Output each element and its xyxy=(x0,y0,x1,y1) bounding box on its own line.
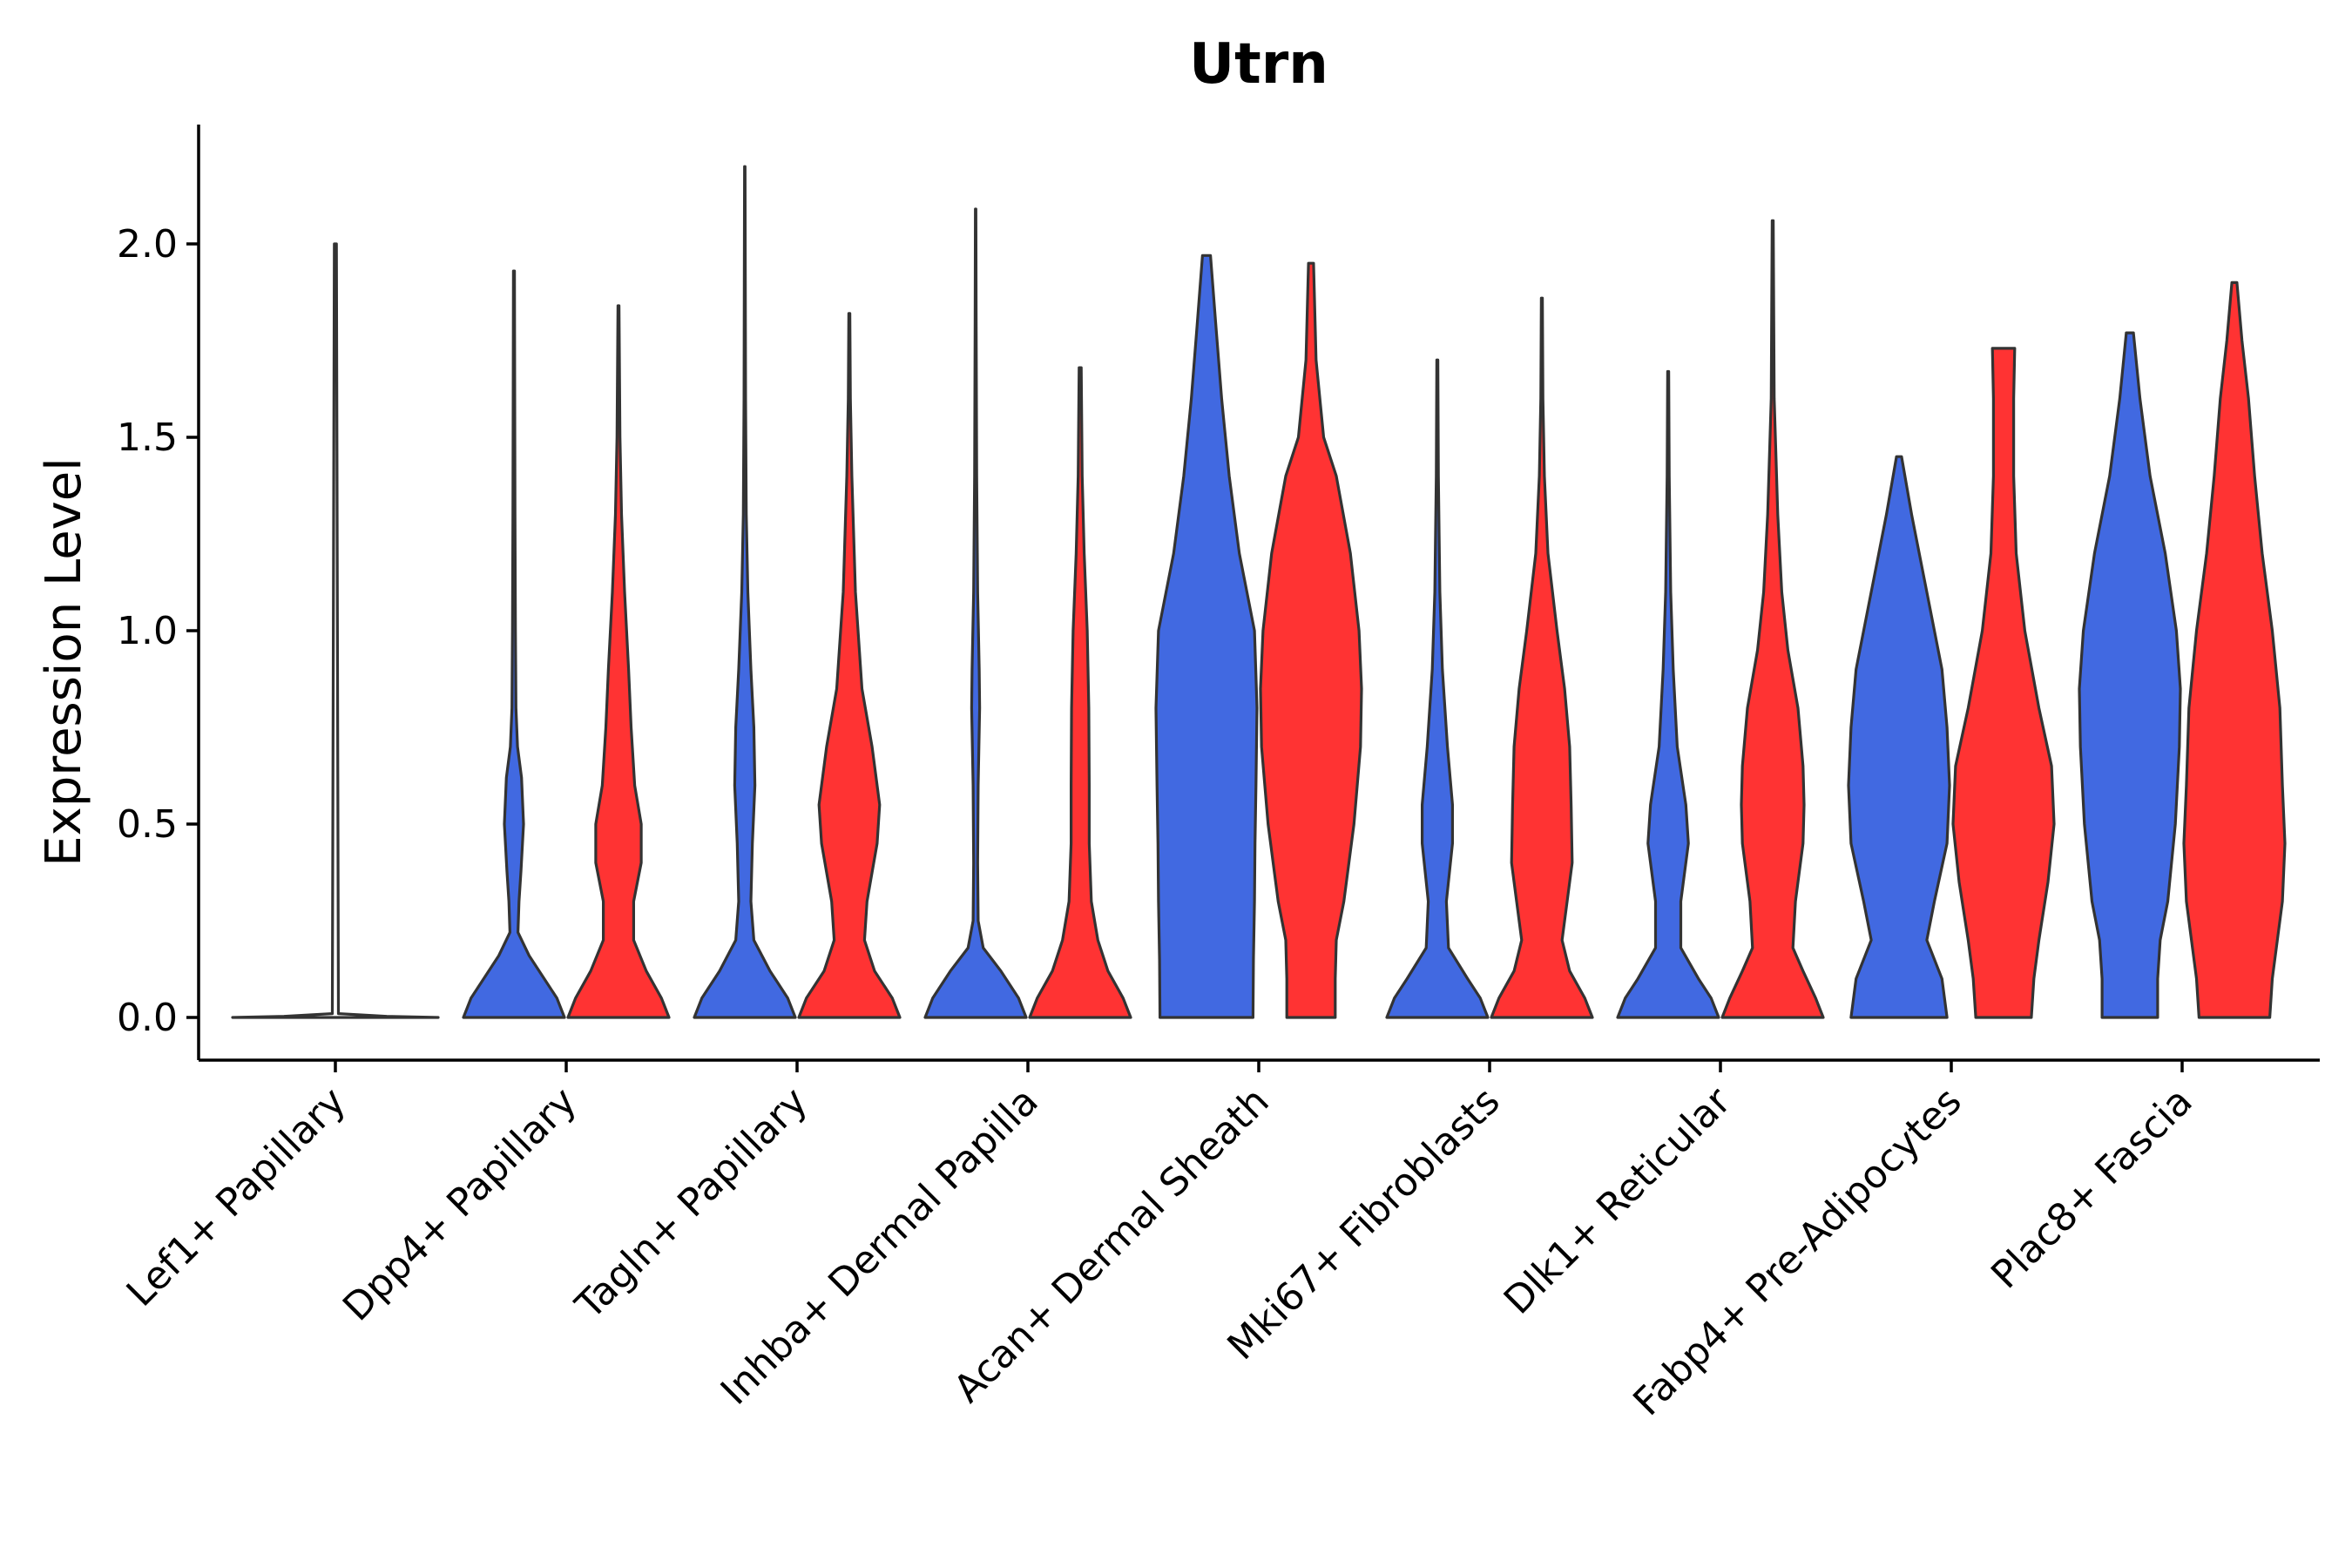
plot-area xyxy=(231,165,2287,1019)
y-tick-label: 0.0 xyxy=(117,996,178,1040)
violin-group-red xyxy=(797,312,902,1019)
violin-group-blue xyxy=(1385,358,1490,1019)
y-tick-label: 1.0 xyxy=(117,609,178,653)
violin-group-blue xyxy=(1616,369,1720,1019)
violin-group-red xyxy=(1028,366,1132,1019)
violin-group-red xyxy=(566,304,671,1019)
violin-group-blue xyxy=(693,165,797,1019)
violin-group-red xyxy=(1259,261,1363,1019)
x-tick-label: Dlk1+ Reticular xyxy=(1496,1078,1740,1323)
violin-group-red xyxy=(1720,219,1825,1019)
y-tick-label: 0.5 xyxy=(117,802,178,847)
violin-group-blue xyxy=(923,207,1028,1019)
violin-group-blue xyxy=(231,242,440,1019)
violin-group-red xyxy=(1490,296,1594,1019)
violin-group-blue xyxy=(1154,253,1259,1019)
x-tick-label: Plac8+ Fascia xyxy=(1983,1079,2201,1298)
chart-title: Utrn xyxy=(1189,32,1328,97)
y-tick-label: 2.0 xyxy=(117,222,178,267)
x-tick-label: Tagln+ Papillary xyxy=(567,1079,816,1328)
y-tick-label: 1.5 xyxy=(117,416,178,460)
violin-group-red xyxy=(2182,280,2287,1019)
violin-group-blue xyxy=(2078,331,2182,1019)
violin-group-blue xyxy=(462,269,566,1019)
violin-group-red xyxy=(1951,347,2056,1019)
violin-group-blue xyxy=(1847,455,1951,1019)
y-axis-label: Expression Level xyxy=(36,457,92,867)
y-ticks: 0.0 0.5 1.0 1.5 2.0 xyxy=(117,222,199,1040)
x-tick-label: Dpp4+ Papillary xyxy=(335,1079,585,1330)
x-tick-label: Lef1+ Papillary xyxy=(118,1079,355,1315)
